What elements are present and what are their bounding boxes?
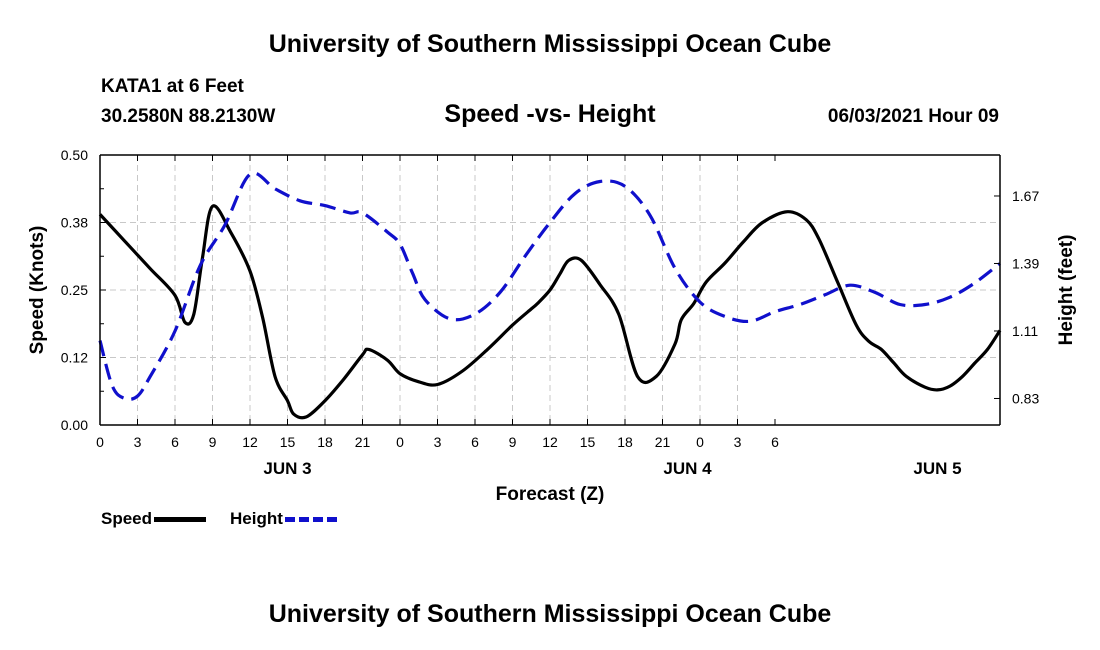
x-axis-title: Forecast (Z) [496, 484, 605, 505]
coordinates-label: 30.2580N 88.2130W [101, 106, 276, 127]
y-tick-label: 0.38 [61, 215, 88, 231]
x-tick-label: 0 [396, 434, 404, 450]
org-title-bottom: University of Southern Mississippi Ocean… [268, 600, 832, 628]
x-tick-label: 21 [655, 434, 671, 450]
x-tick-label: 21 [355, 434, 371, 450]
x-tick-label: 0 [96, 434, 104, 450]
y-tick-label: 0.12 [61, 350, 88, 366]
y2-tick-label: 0.83 [1012, 390, 1039, 406]
x-tick-label: 3 [734, 434, 742, 450]
x-tick-label: 6 [771, 434, 779, 450]
x-tick-label: 9 [209, 434, 217, 450]
x-tick-label: 18 [317, 434, 333, 450]
legend-speed-label: Speed [101, 509, 153, 528]
forecast-datetime: 06/03/2021 Hour 09 [827, 106, 999, 127]
y-axis-title: Speed (Knots) [27, 226, 48, 355]
y-tick-label: 0.50 [61, 147, 88, 163]
day-label: JUN 3 [263, 459, 311, 478]
legend-height: Height [230, 509, 337, 529]
day-label: JUN 5 [913, 459, 961, 478]
series-layer [98, 171, 1002, 420]
x-tick-label: 15 [280, 434, 296, 450]
y-tick-label: 0.00 [61, 417, 88, 433]
org-title-top: University of Southern Mississippi Ocean… [268, 30, 832, 58]
x-tick-label: 3 [134, 434, 142, 450]
y2-axis-title: Height (feet) [1056, 235, 1077, 346]
speed-series-line [98, 204, 1002, 420]
chart-title: Speed -vs- Height [444, 100, 656, 128]
y2-tick-label: 1.11 [1012, 323, 1038, 339]
x-tick-label: 15 [580, 434, 596, 450]
legend-speed: Speed [101, 509, 207, 529]
y2-tick-label: 1.67 [1012, 188, 1039, 204]
legend-height-swatch [284, 516, 337, 522]
x-tick-label: 6 [471, 434, 479, 450]
x-tick-label: 3 [434, 434, 442, 450]
x-tick-label: 6 [171, 434, 179, 450]
x-tick-label: 9 [509, 434, 517, 450]
legend-height-label: Height [230, 509, 283, 528]
x-tick-label: 12 [542, 434, 558, 450]
y2-tick-label: 1.39 [1012, 255, 1039, 271]
day-label: JUN 4 [663, 459, 712, 478]
grid-layer [100, 155, 1000, 425]
legend-speed-swatch [154, 516, 207, 522]
labels-layer: Forecast (Z) Speed (Knots) Height (feet)… [27, 147, 1077, 505]
station-label: KATA1 at 6 Feet [101, 76, 244, 97]
axes-layer [99, 154, 1001, 426]
height-series-line [98, 171, 1001, 401]
x-tick-label: 12 [242, 434, 258, 450]
y-tick-label: 0.25 [61, 282, 88, 298]
x-tick-label: 18 [617, 434, 633, 450]
x-tick-label: 0 [696, 434, 704, 450]
